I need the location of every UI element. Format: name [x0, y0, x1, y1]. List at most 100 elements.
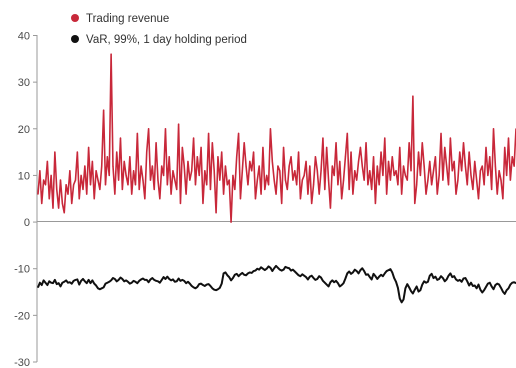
data-point	[416, 285, 418, 288]
data-point	[284, 179, 287, 181]
data-point	[144, 198, 146, 200]
data-point	[134, 184, 137, 186]
data-point	[333, 281, 335, 283]
data-point	[464, 165, 466, 167]
data-point	[281, 269, 283, 272]
data-point	[412, 292, 414, 295]
data-point	[397, 287, 399, 289]
data-point	[258, 165, 260, 167]
data-point	[311, 202, 313, 205]
data-point	[464, 277, 466, 279]
data-point	[419, 289, 421, 291]
data-point	[200, 283, 202, 285]
data-point	[183, 165, 185, 167]
data-point	[54, 151, 56, 153]
data-point	[264, 188, 266, 191]
data-point	[357, 160, 360, 163]
data-point	[192, 137, 195, 139]
data-point	[457, 280, 459, 282]
data-point	[106, 156, 108, 158]
data-point	[217, 156, 219, 158]
data-point	[254, 269, 257, 272]
data-point	[389, 268, 392, 270]
data-point	[37, 286, 39, 288]
data-point	[489, 282, 491, 284]
data-point	[412, 95, 414, 97]
data-point	[161, 165, 163, 167]
data-point	[88, 146, 90, 149]
data-point	[485, 146, 487, 149]
data-point	[455, 278, 457, 281]
data-point	[251, 170, 253, 172]
data-point	[506, 289, 508, 291]
data-point	[44, 184, 47, 186]
data-point	[273, 179, 275, 181]
data-point	[103, 286, 105, 288]
data-point	[487, 174, 489, 177]
data-point	[73, 184, 75, 186]
data-point	[449, 137, 451, 139]
data-point	[78, 283, 80, 286]
data-point	[352, 193, 354, 195]
data-point	[277, 165, 279, 167]
data-point	[446, 278, 448, 281]
data-point	[207, 132, 210, 135]
data-point	[312, 184, 315, 186]
data-point	[414, 289, 416, 291]
data-point	[209, 188, 212, 191]
data-point	[337, 184, 339, 186]
data-point	[142, 179, 144, 181]
data-point	[511, 282, 513, 284]
data-point	[436, 279, 438, 281]
data-point	[127, 281, 129, 283]
data-point	[477, 283, 480, 286]
data-point	[350, 151, 352, 153]
data-point	[369, 170, 371, 172]
y-tick-label: -30	[14, 357, 30, 368]
data-point	[237, 275, 240, 277]
data-point	[348, 270, 350, 273]
data-point	[406, 179, 408, 181]
data-point	[438, 278, 440, 280]
data-point	[386, 193, 388, 195]
data-point	[166, 276, 168, 278]
data-point	[148, 128, 150, 130]
data-point	[262, 146, 264, 149]
data-point	[367, 273, 369, 275]
data-point	[224, 271, 227, 274]
data-point	[164, 278, 167, 280]
data-point	[401, 193, 403, 195]
data-point	[504, 293, 506, 295]
data-point	[483, 184, 485, 186]
data-point	[440, 132, 442, 135]
data-point	[192, 286, 195, 288]
data-point	[296, 272, 298, 274]
data-point	[474, 284, 476, 287]
data-point	[269, 128, 272, 130]
data-point	[279, 269, 281, 271]
data-point	[429, 160, 431, 163]
data-point	[202, 202, 204, 205]
data-point	[177, 277, 180, 280]
data-point	[275, 265, 277, 267]
data-point	[290, 156, 292, 158]
data-point	[162, 276, 165, 278]
data-point	[436, 193, 438, 195]
data-point	[372, 273, 375, 275]
data-point	[477, 198, 480, 200]
y-tick-label: -20	[14, 310, 30, 322]
data-point	[483, 289, 485, 291]
data-point	[425, 282, 427, 284]
data-point	[179, 280, 182, 282]
data-point	[423, 280, 425, 282]
data-point	[168, 278, 170, 280]
data-point	[402, 165, 405, 167]
y-axis-ticks: 40 30 20 10 0 -10 -20 -30	[14, 31, 37, 368]
data-point	[361, 267, 363, 269]
data-point	[303, 275, 305, 277]
data-point	[65, 184, 67, 186]
data-point	[136, 132, 138, 135]
data-point	[316, 278, 318, 280]
data-point	[209, 285, 212, 287]
data-point	[101, 287, 103, 289]
